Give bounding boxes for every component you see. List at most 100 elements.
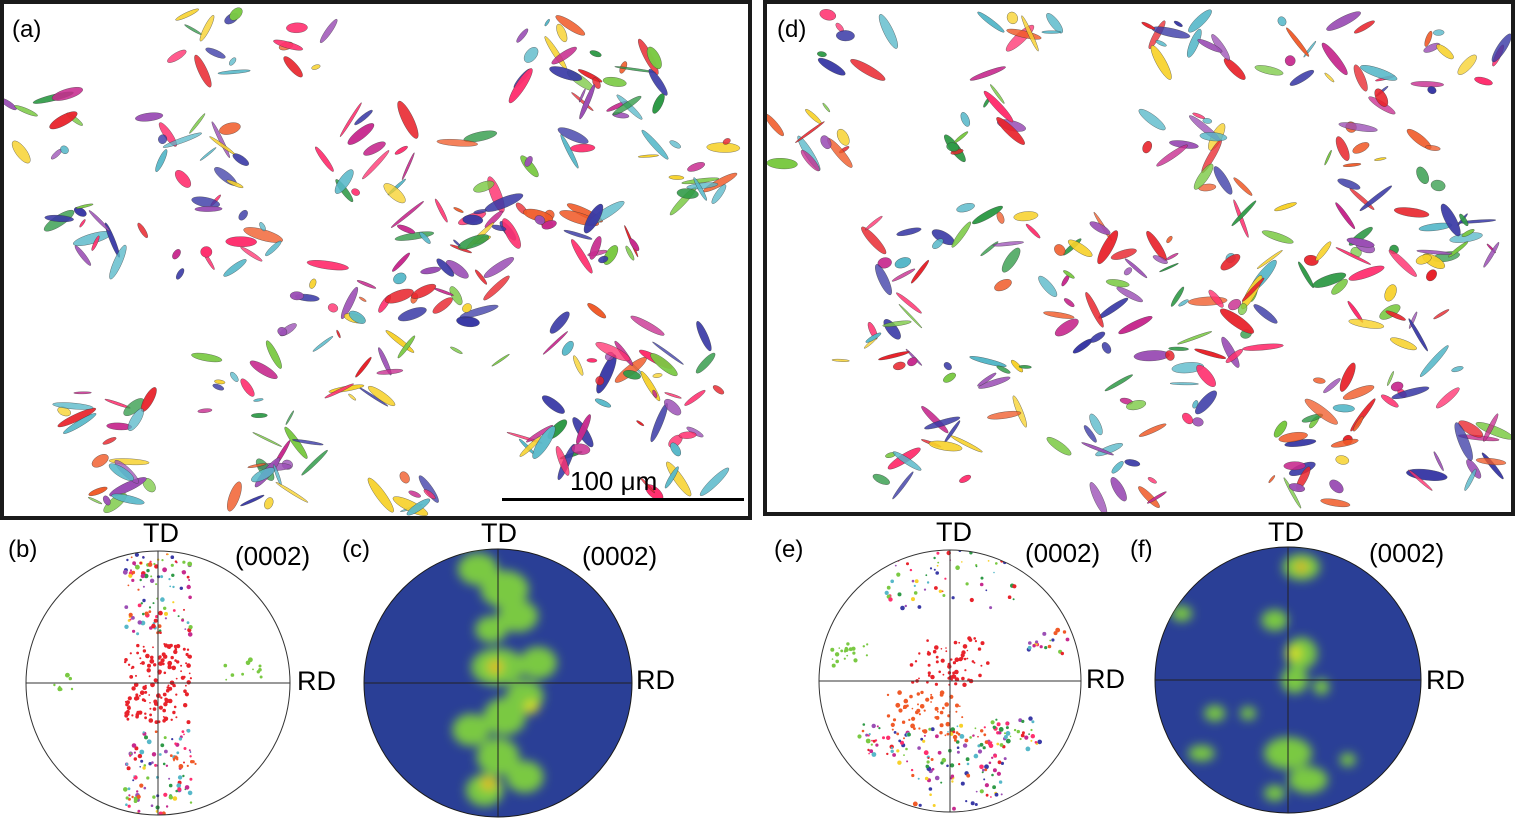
pole-point: [176, 644, 181, 649]
pole-point: [189, 677, 192, 680]
grain: [555, 446, 570, 476]
pole-point: [916, 692, 920, 696]
pole-point: [955, 710, 958, 713]
pole-point: [957, 732, 961, 736]
pole-point: [194, 762, 197, 765]
pole-point: [258, 664, 262, 668]
grain: [240, 494, 265, 507]
pole-point: [170, 555, 175, 559]
grain: [516, 28, 529, 43]
pole-point: [173, 705, 177, 709]
grain: [800, 149, 820, 172]
pole-point: [1024, 735, 1029, 740]
pole-figure-e: [818, 549, 1082, 813]
pole-point: [927, 674, 931, 677]
pole-point: [173, 644, 178, 649]
pole-point: [955, 740, 960, 744]
td-label-b: TD: [143, 518, 179, 548]
grain: [1283, 461, 1306, 471]
pole-point: [954, 669, 959, 675]
pole-point: [934, 775, 940, 781]
pole-point: [186, 728, 191, 733]
grain: [992, 241, 1024, 247]
grain-map-a: [4, 7, 741, 516]
grain: [1152, 255, 1168, 264]
grain: [523, 47, 539, 63]
grain: [950, 435, 983, 453]
pole-point: [138, 694, 141, 697]
pole-point: [142, 731, 145, 734]
pole-point: [140, 759, 144, 763]
grain: [473, 209, 487, 215]
grain: [378, 347, 392, 376]
grain: [508, 68, 533, 104]
pole-point: [245, 660, 251, 666]
pole-point: [835, 659, 839, 664]
grain: [1124, 258, 1148, 279]
pole-point: [913, 727, 916, 730]
pole-point: [151, 752, 157, 757]
grain: [526, 425, 554, 443]
grain: [994, 279, 1012, 292]
pole-point: [172, 601, 175, 604]
grain: [1433, 309, 1450, 320]
pole-point: [172, 683, 176, 688]
pole-point: [124, 624, 129, 629]
pole-point: [911, 579, 915, 583]
grain: [646, 46, 662, 70]
grain: [1381, 394, 1399, 408]
grain: [972, 205, 1003, 225]
pole-point: [927, 757, 930, 759]
pole-point: [230, 673, 235, 677]
pole-figure-c: [363, 548, 633, 818]
grain: [1359, 185, 1392, 212]
pole-point: [189, 751, 192, 753]
pole-point: [160, 696, 163, 699]
pole-point: [172, 757, 176, 761]
pole-point: [145, 653, 150, 659]
pole-point: [942, 594, 946, 597]
grain: [175, 170, 191, 188]
pole-point: [989, 606, 993, 610]
pole-point: [834, 652, 840, 657]
grain: [312, 336, 334, 352]
pole-point: [147, 562, 153, 567]
pole-point: [155, 583, 158, 586]
pole-point: [130, 556, 133, 559]
grain: [247, 463, 267, 468]
grain: [1464, 468, 1477, 491]
grain: [175, 8, 199, 21]
pole-point: [865, 738, 871, 744]
pole-point: [886, 735, 891, 740]
pole-point: [133, 757, 137, 761]
grain: [205, 47, 226, 59]
grain: [212, 383, 225, 391]
pole-point: [137, 620, 142, 625]
grain: [103, 495, 111, 506]
pole-point: [152, 707, 157, 711]
pole-point: [1005, 722, 1009, 726]
grain: [1289, 70, 1315, 86]
pole-point: [996, 541, 999, 544]
pole-point: [1047, 644, 1052, 649]
grain: [189, 113, 206, 134]
pole-point: [1016, 729, 1020, 734]
pole-point: [139, 657, 142, 660]
grain: [436, 258, 455, 277]
grain: [334, 169, 354, 194]
grain: [524, 156, 533, 167]
pole-point: [1019, 737, 1022, 741]
pole-point: [936, 564, 939, 567]
grain: [570, 143, 596, 153]
grain: [252, 432, 282, 447]
grain: [1346, 237, 1375, 248]
grain: [1173, 20, 1183, 27]
grain: [544, 19, 550, 27]
grain: [1018, 365, 1032, 369]
pole-point: [990, 536, 994, 540]
pole-point: [917, 777, 920, 780]
pole-point: [144, 716, 147, 720]
grain: [1142, 141, 1152, 154]
grain: [892, 451, 922, 471]
pole-point: [892, 550, 895, 551]
